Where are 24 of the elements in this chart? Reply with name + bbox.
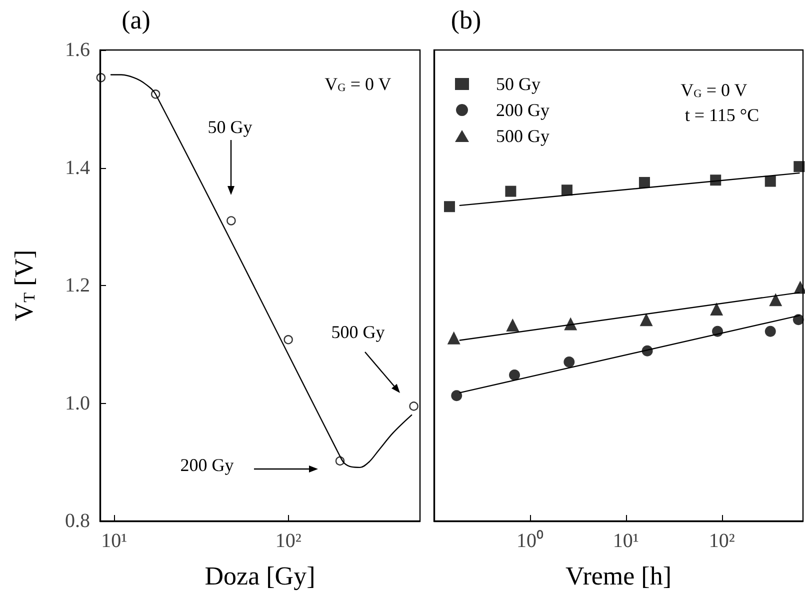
y-tick-label: 1.2	[65, 274, 90, 296]
x-tick-label: 10²	[275, 530, 302, 552]
legend-label: 50 Gy	[496, 74, 540, 94]
annotation: 50 Gy	[208, 117, 252, 137]
annotation: VG = 0 V	[680, 80, 748, 100]
legend-label: 200 Gy	[496, 100, 550, 120]
annotation: VG = 0 V	[324, 74, 392, 94]
chart-title: (a)	[122, 6, 150, 34]
annotation: t = 115 °C	[684, 105, 760, 125]
x-axis-title: Doza [Gy]	[204, 562, 316, 590]
x-tick-label: 10¹	[101, 530, 128, 552]
x-tick-label: 10¹	[612, 530, 639, 552]
y-tick-label: 1.6	[65, 39, 90, 61]
y-axis-title: VT [V]	[10, 250, 39, 322]
chart-title: (b)	[450, 6, 482, 34]
annotation: 500 Gy	[331, 322, 385, 342]
x-axis-title: Vreme [h]	[566, 562, 672, 590]
x-tick-label: 10⁰	[516, 529, 544, 552]
x-tick-label: 10²	[708, 530, 735, 552]
annotation: 200 Gy	[180, 455, 234, 475]
legend-label: 500 Gy	[496, 126, 550, 146]
y-tick-label: 1.4	[65, 156, 90, 179]
y-tick-label: 0.8	[65, 510, 90, 532]
y-tick-label: 1.0	[65, 392, 90, 414]
